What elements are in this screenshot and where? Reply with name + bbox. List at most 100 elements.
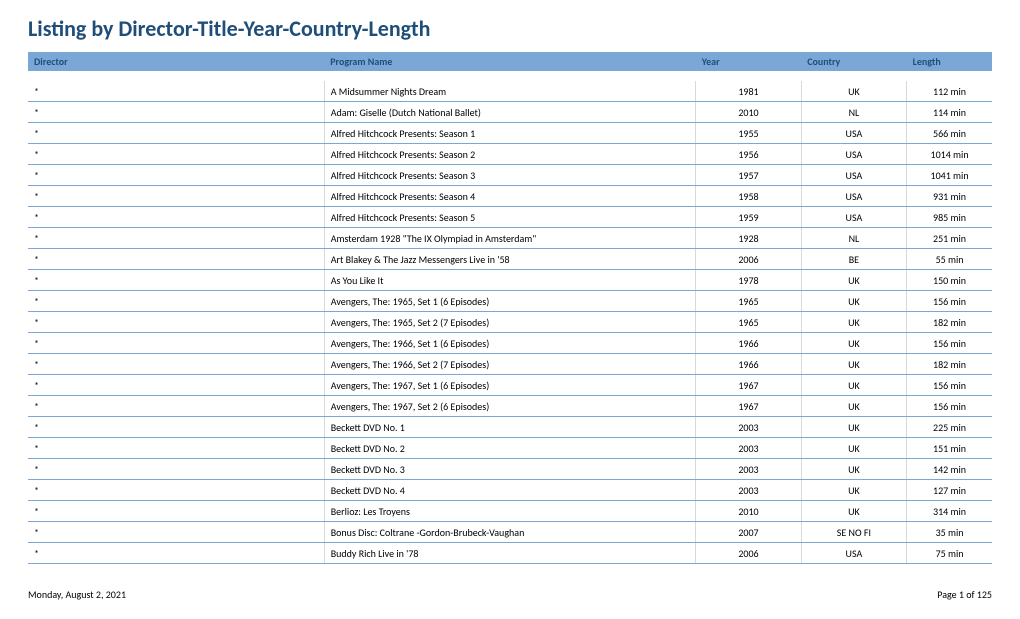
cell-length: 314 min [907,501,992,522]
cell-program: Berlioz: Les Troyens [324,501,696,522]
cell-year: 1966 [696,354,801,375]
cell-country: UK [801,291,906,312]
cell-country: USA [801,165,906,186]
cell-country: USA [801,144,906,165]
cell-length: 156 min [907,291,992,312]
cell-year: 1966 [696,333,801,354]
cell-country: UK [801,501,906,522]
cell-program: Avengers, The: 1965, Set 1 (6 Episodes) [324,291,696,312]
cell-year: 1981 [696,81,801,102]
cell-year: 2007 [696,522,801,543]
table-row: *Avengers, The: 1965, Set 1 (6 Episodes)… [28,291,992,312]
cell-director: * [28,291,324,312]
cell-program: Avengers, The: 1966, Set 2 (7 Episodes) [324,354,696,375]
cell-country: USA [801,207,906,228]
page-footer: Monday, August 2, 2021 Page 1 of 125 [28,588,992,601]
cell-year: 1967 [696,375,801,396]
cell-length: 251 min [907,228,992,249]
table-row: *Avengers, The: 1965, Set 2 (7 Episodes)… [28,312,992,333]
cell-year: 2003 [696,459,801,480]
cell-country: USA [801,543,906,564]
cell-director: * [28,459,324,480]
cell-year: 1957 [696,165,801,186]
cell-length: 127 min [907,480,992,501]
col-header-year: Year [696,52,801,71]
cell-program: Beckett DVD No. 2 [324,438,696,459]
cell-program: Avengers, The: 1967, Set 1 (6 Episodes) [324,375,696,396]
cell-program: Avengers, The: 1966, Set 1 (6 Episodes) [324,333,696,354]
cell-year: 1965 [696,312,801,333]
cell-director: * [28,165,324,186]
table-row: *Buddy Rich Live in '782006USA75 min [28,543,992,564]
cell-program: Alfred Hitchcock Presents: Season 4 [324,186,696,207]
cell-program: Amsterdam 1928 "The IX Olympiad in Amste… [324,228,696,249]
cell-year: 1978 [696,270,801,291]
cell-program: A Midsummer Nights Dream [324,81,696,102]
cell-director: * [28,417,324,438]
table-row: *Berlioz: Les Troyens2010UK314 min [28,501,992,522]
cell-year: 2006 [696,249,801,270]
cell-length: 35 min [907,522,992,543]
cell-length: 931 min [907,186,992,207]
cell-country: UK [801,438,906,459]
cell-director: * [28,207,324,228]
col-header-country: Country [801,52,906,71]
cell-year: 2003 [696,480,801,501]
cell-length: 114 min [907,102,992,123]
cell-year: 1928 [696,228,801,249]
cell-length: 156 min [907,396,992,417]
cell-country: UK [801,270,906,291]
cell-country: USA [801,186,906,207]
cell-director: * [28,375,324,396]
cell-director: * [28,333,324,354]
cell-program: Buddy Rich Live in '78 [324,543,696,564]
cell-director: * [28,144,324,165]
cell-year: 1955 [696,123,801,144]
cell-director: * [28,480,324,501]
cell-program: Art Blakey & The Jazz Messengers Live in… [324,249,696,270]
cell-year: 2003 [696,417,801,438]
cell-program: Bonus Disc: Coltrane -Gordon-Brubeck-Vau… [324,522,696,543]
cell-length: 156 min [907,375,992,396]
cell-program: As You Like It [324,270,696,291]
col-header-length: Length [907,52,992,71]
footer-date: Monday, August 2, 2021 [28,588,126,601]
table-row: *Alfred Hitchcock Presents: Season 21956… [28,144,992,165]
listing-table: Director Program Name Year Country Lengt… [28,52,992,564]
cell-year: 2006 [696,543,801,564]
cell-length: 225 min [907,417,992,438]
table-row: *Bonus Disc: Coltrane -Gordon-Brubeck-Va… [28,522,992,543]
table-header-row: Director Program Name Year Country Lengt… [28,52,992,71]
cell-program: Beckett DVD No. 1 [324,417,696,438]
cell-length: 1041 min [907,165,992,186]
table-row: *Adam: Giselle (Dutch National Ballet)20… [28,102,992,123]
cell-year: 2003 [696,438,801,459]
table-row: *A Midsummer Nights Dream1981UK112 min [28,81,992,102]
cell-director: * [28,81,324,102]
cell-director: * [28,438,324,459]
cell-country: UK [801,417,906,438]
cell-length: 566 min [907,123,992,144]
table-row: *Avengers, The: 1967, Set 1 (6 Episodes)… [28,375,992,396]
cell-program: Beckett DVD No. 4 [324,480,696,501]
cell-country: BE [801,249,906,270]
cell-director: * [28,123,324,144]
table-row: *Alfred Hitchcock Presents: Season 31957… [28,165,992,186]
table-row: *Beckett DVD No. 12003UK225 min [28,417,992,438]
cell-year: 1959 [696,207,801,228]
col-header-program: Program Name [324,52,696,71]
cell-country: UK [801,333,906,354]
cell-program: Alfred Hitchcock Presents: Season 5 [324,207,696,228]
cell-year: 2010 [696,501,801,522]
cell-country: SE NO FI [801,522,906,543]
cell-director: * [28,270,324,291]
cell-year: 1958 [696,186,801,207]
cell-director: * [28,312,324,333]
cell-program: Alfred Hitchcock Presents: Season 3 [324,165,696,186]
cell-program: Alfred Hitchcock Presents: Season 1 [324,123,696,144]
cell-length: 142 min [907,459,992,480]
table-row: *Alfred Hitchcock Presents: Season 41958… [28,186,992,207]
cell-director: * [28,102,324,123]
cell-director: * [28,228,324,249]
cell-length: 151 min [907,438,992,459]
